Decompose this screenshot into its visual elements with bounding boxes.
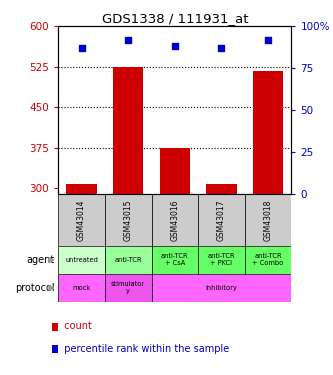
Text: untreated: untreated — [65, 257, 98, 263]
Text: stimulator
y: stimulator y — [111, 281, 145, 294]
Text: GSM43015: GSM43015 — [124, 199, 133, 241]
Text: percentile rank within the sample: percentile rank within the sample — [58, 344, 229, 354]
Bar — [58, 194, 105, 246]
Bar — [58, 274, 105, 302]
Text: GSM43018: GSM43018 — [263, 199, 273, 241]
Text: agent: agent — [26, 255, 55, 265]
Bar — [152, 274, 291, 302]
Bar — [152, 194, 198, 246]
Text: anti-TCR
+ PKCi: anti-TCR + PKCi — [208, 254, 235, 267]
Point — [219, 45, 224, 51]
Point — [265, 37, 271, 43]
Text: GSM43016: GSM43016 — [170, 199, 179, 241]
Bar — [58, 246, 105, 274]
Bar — [198, 246, 245, 274]
Point — [172, 44, 177, 50]
Bar — [245, 194, 291, 246]
Bar — [198, 194, 245, 246]
Text: anti-TCR
+ CsA: anti-TCR + CsA — [161, 254, 188, 267]
Text: mock: mock — [73, 285, 91, 291]
Bar — [67, 184, 97, 194]
Bar — [105, 194, 152, 246]
Bar — [206, 184, 236, 194]
Title: GDS1338 / 111931_at: GDS1338 / 111931_at — [102, 12, 248, 25]
Text: GSM43014: GSM43014 — [77, 199, 86, 241]
Bar — [253, 70, 283, 194]
Bar — [152, 246, 198, 274]
Bar — [105, 274, 152, 302]
Bar — [113, 67, 144, 194]
Text: anti-TCR: anti-TCR — [115, 257, 142, 263]
Text: inhibitory: inhibitory — [205, 285, 237, 291]
Bar — [105, 246, 152, 274]
Text: GSM43017: GSM43017 — [217, 199, 226, 241]
Text: protocol: protocol — [15, 283, 55, 293]
Text: anti-TCR
+ Combo: anti-TCR + Combo — [252, 254, 284, 267]
Point — [79, 45, 84, 51]
Bar — [245, 246, 291, 274]
Point — [126, 37, 131, 43]
Text: count: count — [58, 321, 92, 331]
Bar — [160, 148, 190, 194]
